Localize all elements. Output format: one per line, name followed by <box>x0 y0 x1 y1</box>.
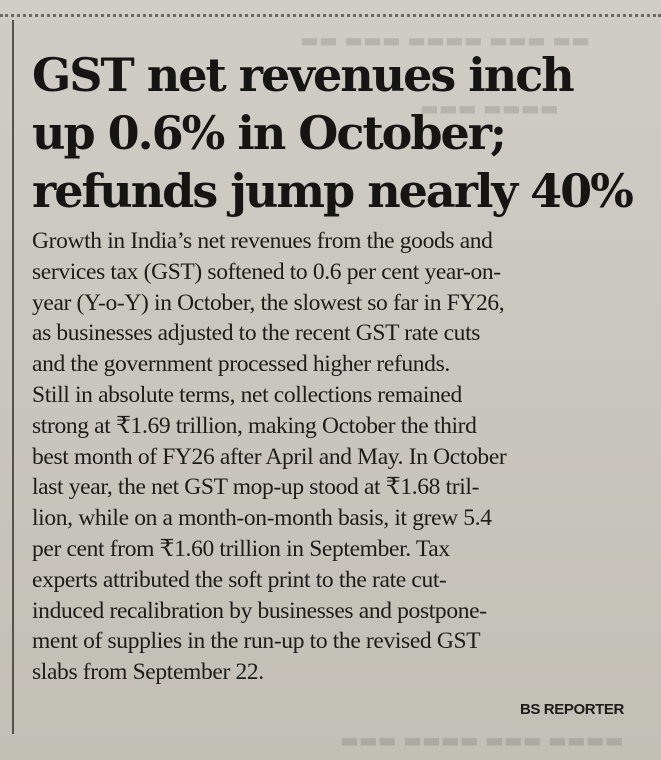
article-headline: GST net revenues inch up 0.6% in October… <box>32 46 652 220</box>
article-body: Growth in India’s net revenues from the … <box>32 226 640 688</box>
body-line: year (Y-o-Y) in October, the slowest so … <box>32 289 505 316</box>
body-line: as businesses adjusted to the recent GST… <box>32 320 481 347</box>
bleed-through-texture: ▬▬ ▬▬▬ ▬▬▬▬ ▬▬▬ ▬▬ <box>300 28 590 52</box>
body-line: ment of supplies in the run-up to the re… <box>32 628 481 655</box>
body-line: services tax (GST) softened to 0.6 per c… <box>32 258 501 285</box>
body-line: slabs from September 22. <box>32 659 264 686</box>
bleed-through-texture: ▬▬▬ ▬▬▬▬ <box>420 96 559 120</box>
body-line: lion, while on a month-on-month basis, i… <box>32 505 492 532</box>
body-line: Growth in India’s net revenues from the … <box>32 228 493 254</box>
bleed-through-texture: ▬▬▬ ▬▬▬▬ ▬▬▬ ▬▬▬▬ <box>340 728 624 752</box>
headline-line: refunds jump nearly 40% <box>32 164 634 218</box>
headline-line: up 0.6% in October; <box>32 106 507 160</box>
body-line: and the government processed higher refu… <box>32 351 450 378</box>
dotted-rule <box>0 0 661 17</box>
body-line: Still in absolute terms, net collections… <box>32 381 462 408</box>
body-line: strong at ₹1.69 trillion, making October… <box>32 412 477 439</box>
body-line: best month of FY26 after April and May. … <box>32 443 507 470</box>
body-line: induced recalibration by businesses and … <box>32 597 487 624</box>
body-line: per cent from ₹1.60 trillion in Septembe… <box>32 535 450 562</box>
column-rule <box>12 20 14 734</box>
headline-line: GST net revenues inch <box>32 48 575 102</box>
body-line: last year, the net GST mop-up stood at ₹… <box>32 474 480 501</box>
article-byline: BS REPORTER <box>520 701 624 718</box>
body-line: experts attributed the soft print to the… <box>32 566 447 593</box>
